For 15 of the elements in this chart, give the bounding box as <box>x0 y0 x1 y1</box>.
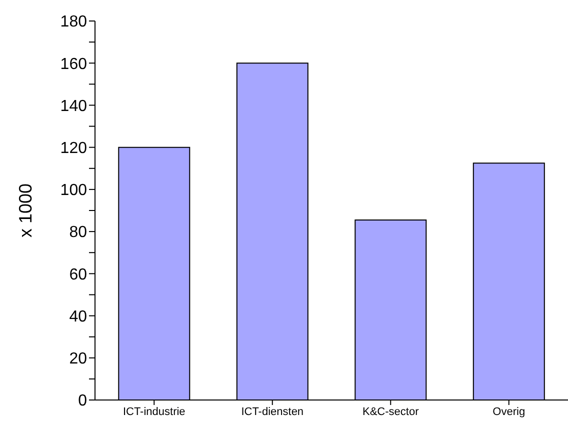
x-tick-label: ICT-diensten <box>241 406 304 418</box>
y-tick-label: 60 <box>69 266 88 284</box>
y-tick-label: 100 <box>60 182 88 200</box>
y-tick-label: 120 <box>60 140 88 158</box>
y-tick-label: 180 <box>60 14 88 31</box>
x-tick-label: ICT-industrie <box>122 406 186 418</box>
y-axis-title: x 1000 <box>15 183 36 238</box>
y-tick-label: 160 <box>60 56 88 73</box>
y-tick-label: 140 <box>60 98 88 115</box>
y-tick-label: 80 <box>69 224 88 242</box>
x-tick-label: K&C-sector <box>362 406 420 418</box>
x-tick-label: Overig <box>492 406 526 418</box>
y-tick-label: 20 <box>69 350 88 368</box>
y-tick-label: 0 <box>78 392 88 410</box>
y-tick-label: 40 <box>69 308 88 326</box>
